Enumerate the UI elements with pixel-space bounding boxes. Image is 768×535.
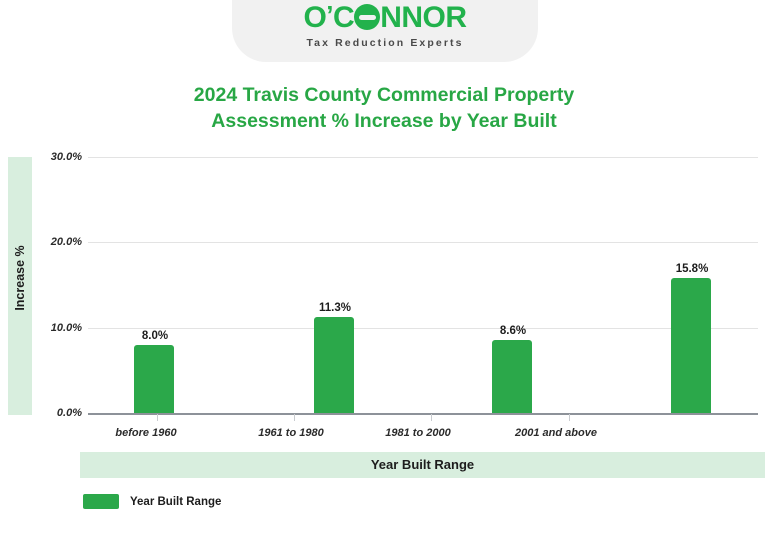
x-axis-title: Year Built Range [370,457,475,472]
x-tick-label-before-1960: before 1960 [115,427,177,439]
logo-apostrophe-icon: ’ [326,0,334,30]
x-tick-mark-1 [157,414,158,421]
company-logo: O’C NNOR Tax Reduction Experts [232,0,538,49]
data-label-1981-to-2000: 8.6% [499,325,527,337]
y-axis-title-band: Increase % [8,157,32,415]
bar-2001-and-above[interactable] [671,278,711,413]
data-label-before-1960: 8.0% [141,330,169,342]
x-tick-mark-4 [569,414,570,421]
gridline-30 [88,157,758,158]
logo-wordmark: O’C NNOR [303,0,467,34]
y-tick-label-10: 10.0% [50,321,82,334]
x-axis-line [88,413,758,415]
chart-title-line-2: Assessment % Increase by Year Built [211,110,557,132]
bar-1961-to-1980[interactable] [314,316,354,413]
x-axis-title-band: Year Built Range [80,452,765,478]
chart-legend: Year Built Range [83,494,221,509]
logo-letter-c: C [333,1,355,34]
x-tick-mark-2 [294,414,295,421]
x-tick-label-2001-and-above: 2001 and above [515,427,597,439]
gridline-20 [88,242,758,244]
logo-letter-o: O [303,1,327,34]
y-tick-label-0: 0.0% [56,407,82,419]
chart-title: 2024 Travis County Commercial Property A… [0,82,768,134]
x-tick-label-1961-to-1980: 1961 to 1980 [258,427,324,439]
y-tick-label-30: 30.0% [50,151,82,163]
legend-label-year-built-range[interactable]: Year Built Range [130,495,222,508]
plot-area [88,157,758,413]
data-label-2001-and-above: 15.8% [675,263,709,275]
data-label-1961-to-1980: 11.3% [319,302,351,314]
logo-letters-nnor: NNOR [380,1,467,34]
bar-before-1960[interactable] [134,344,174,413]
logo-tagline: Tax Reduction Experts [306,37,464,49]
y-tick-label-20: 20.0% [50,236,82,249]
logo-plug-icon [354,4,381,30]
y-axis-tick-labels: 30.0% 20.0% 10.0% 0.0% [10,151,82,419]
bar-1981-to-2000[interactable] [492,339,532,413]
legend-swatch-year-built-range[interactable] [83,494,119,509]
x-tick-label-1981-to-2000: 1981 to 2000 [385,427,451,439]
gridline-10 [88,327,758,329]
header-banner: O’C NNOR Tax Reduction Experts [232,0,538,62]
x-tick-mark-3 [431,414,432,421]
chart-title-line-1: 2024 Travis County Commercial Property [193,84,575,106]
